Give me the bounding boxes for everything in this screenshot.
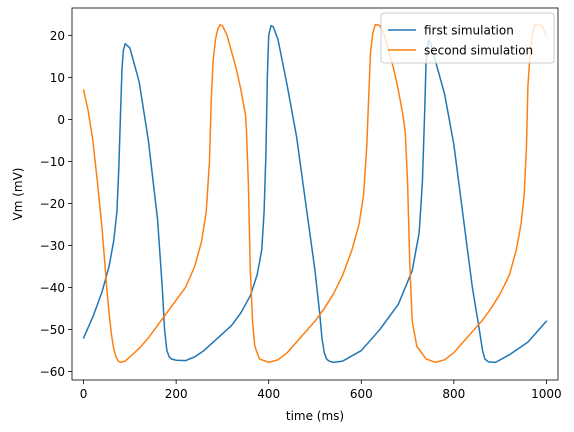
series-line-second-simulation bbox=[82, 24, 548, 364]
x-axis-ticks: 0 200 400 600 800 1000 bbox=[80, 380, 562, 401]
legend: first simulation second simulation bbox=[380, 12, 555, 64]
y-tick-label: −60 bbox=[40, 365, 65, 379]
x-tick-label: 200 bbox=[165, 387, 188, 401]
y-tick-label: 20 bbox=[50, 29, 65, 43]
y-tick-label: −10 bbox=[40, 155, 65, 169]
x-tick-label: 600 bbox=[350, 387, 373, 401]
y-axis-label: Vm (mV) bbox=[11, 168, 25, 221]
x-axis-label: time (ms) bbox=[286, 409, 344, 423]
y-tick-label: −50 bbox=[40, 323, 65, 337]
y-axis-ticks: −60 −50 −40 −30 −20 −10 0 10 20 bbox=[40, 29, 72, 379]
plot-frame bbox=[71, 7, 559, 381]
x-tick-label: 400 bbox=[257, 387, 280, 401]
y-tick-label: 0 bbox=[57, 113, 65, 127]
series-line-first-simulation bbox=[82, 24, 548, 364]
y-tick-label: −30 bbox=[40, 239, 65, 253]
x-tick-label: 1000 bbox=[531, 387, 562, 401]
y-tick-label: −40 bbox=[40, 281, 65, 295]
y-tick-label: 10 bbox=[50, 71, 65, 85]
legend-label-first-simulation: first simulation bbox=[424, 24, 514, 38]
x-tick-label: 800 bbox=[442, 387, 465, 401]
x-tick-label: 0 bbox=[80, 387, 88, 401]
y-tick-label: −20 bbox=[40, 197, 65, 211]
legend-label-second-simulation: second simulation bbox=[424, 44, 533, 58]
series-layer bbox=[82, 24, 548, 364]
legend-box bbox=[380, 12, 555, 64]
